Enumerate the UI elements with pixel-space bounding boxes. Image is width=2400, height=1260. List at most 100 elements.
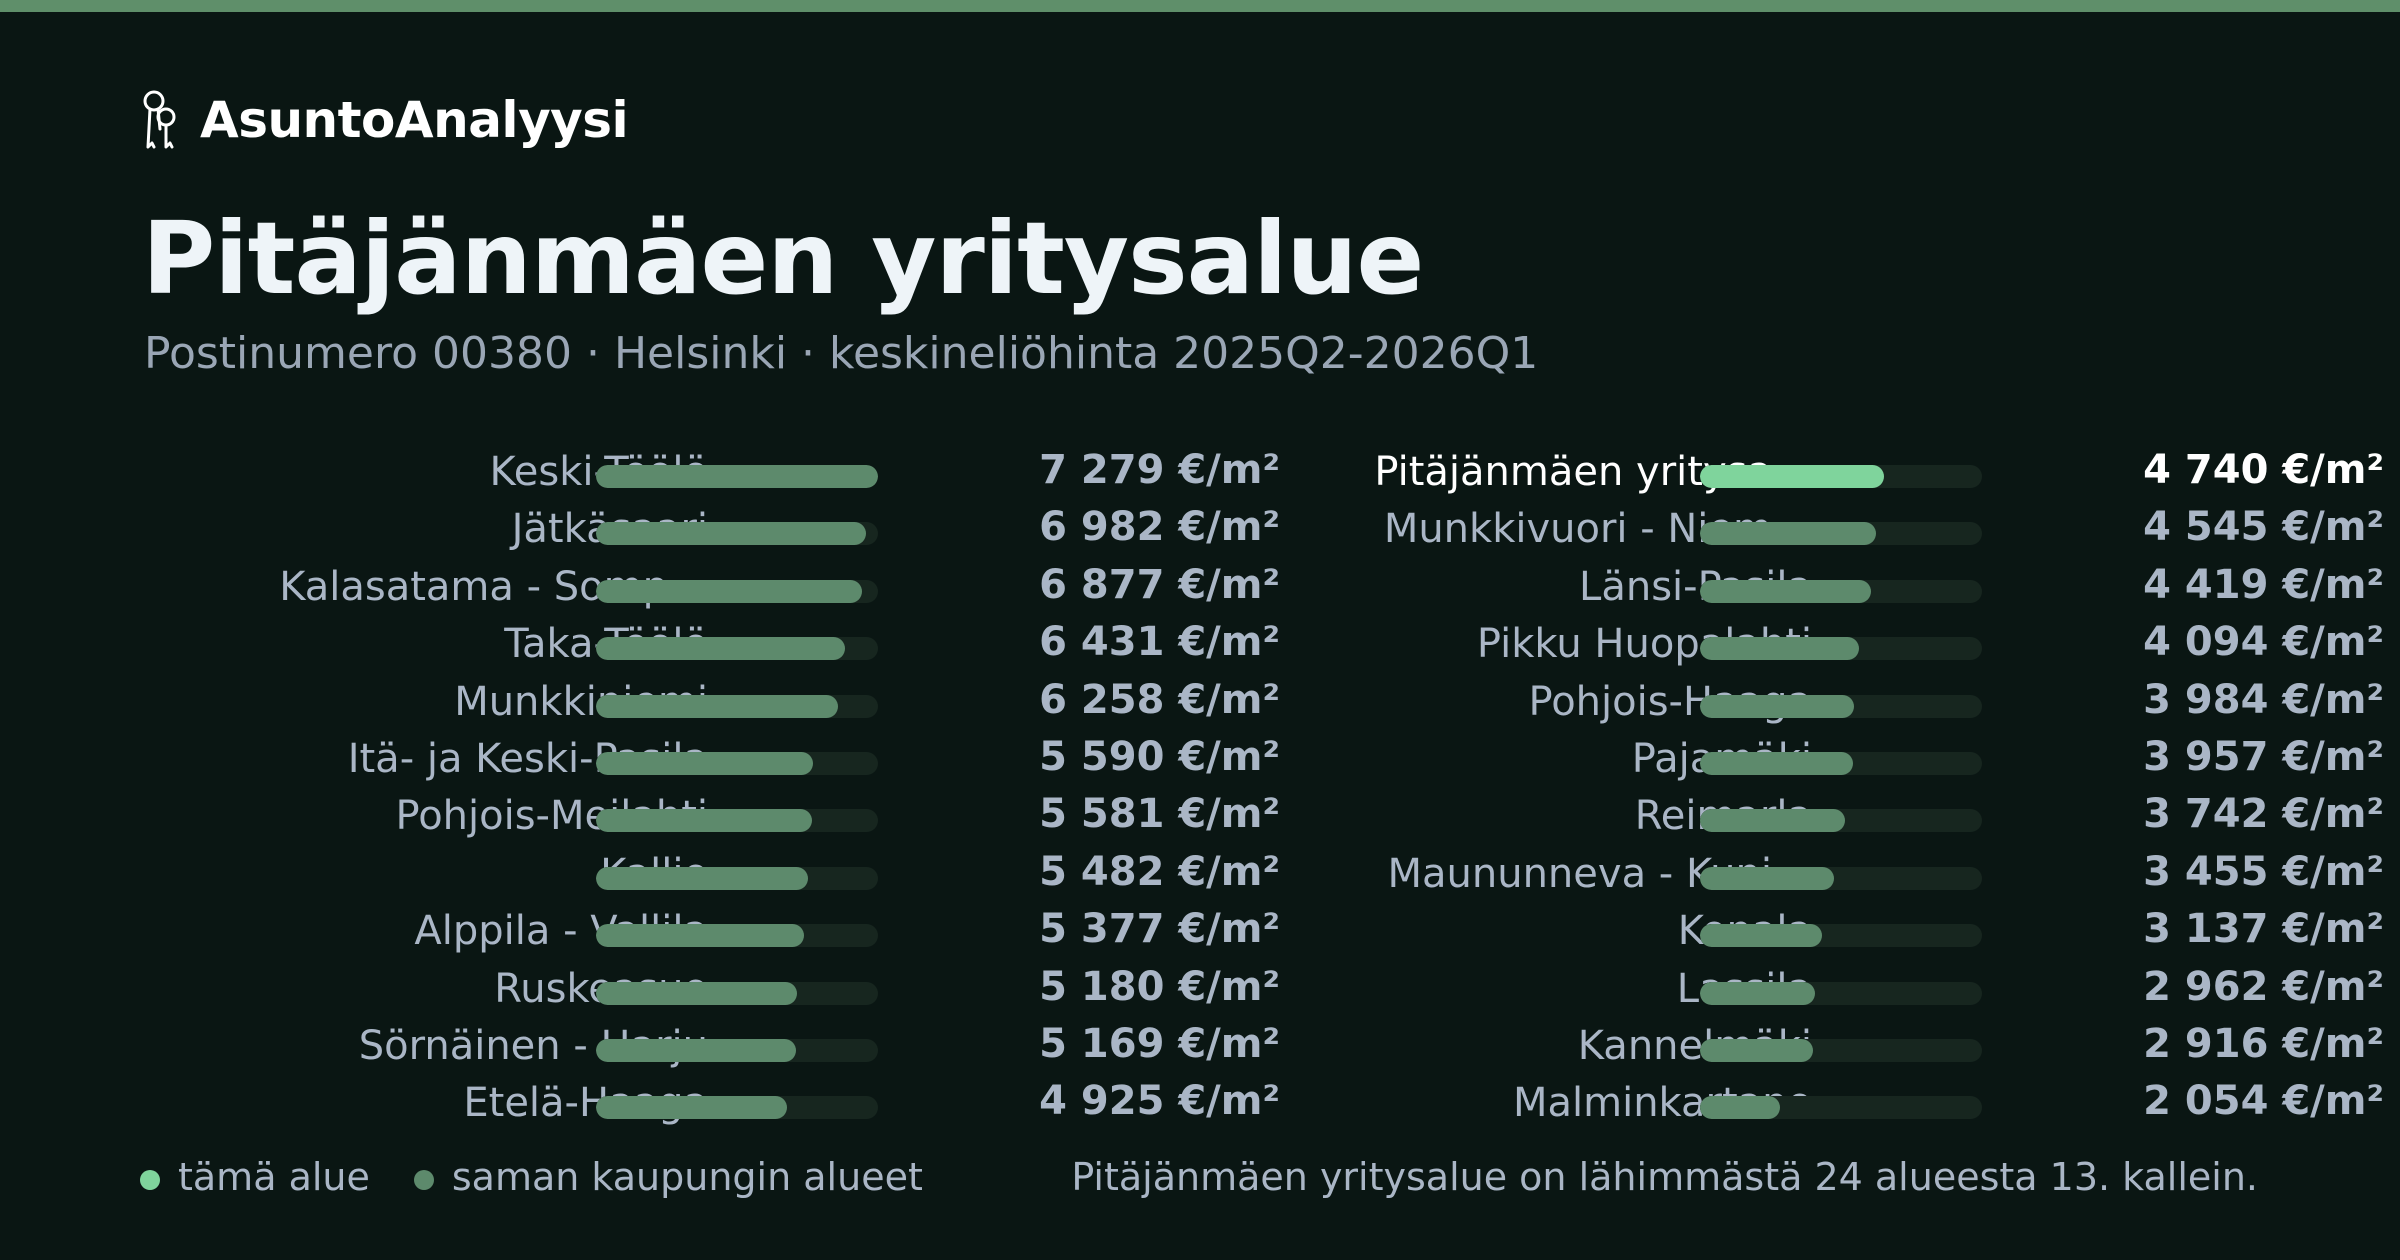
bar-value-label: 7 279 €/m² xyxy=(1039,447,1280,493)
bar-value-label: 4 545 €/m² xyxy=(2143,504,2384,551)
bar-track xyxy=(596,751,878,775)
bar xyxy=(596,1096,787,1120)
top-accent-bar xyxy=(0,0,2400,12)
bar-row: Kannelmäki 2 916 €/m² xyxy=(1244,1019,2384,1076)
page-subtitle: Postinumero 00380 · Helsinki · keskineli… xyxy=(144,328,1539,379)
bar xyxy=(1700,522,1877,546)
legend-dot-other-areas xyxy=(413,1170,434,1190)
rank-note: Pitäjänmäen yritysalue on lähimmästä 24 … xyxy=(1071,1155,2258,1199)
legend-dot-this-area xyxy=(140,1170,160,1190)
bar-track xyxy=(596,809,878,833)
bar-value-label: 6 877 €/m² xyxy=(1039,561,1280,608)
bar-track xyxy=(596,465,878,488)
brand: AsuntoAnalyysi xyxy=(140,88,629,152)
bar-value-label: 4 094 €/m² xyxy=(2143,619,2384,666)
bar xyxy=(596,522,867,546)
bar xyxy=(1700,1096,1780,1120)
bar xyxy=(596,809,813,833)
bar-track xyxy=(1700,809,1982,833)
bar-row: Jätkäsaari6 982 €/m² xyxy=(140,502,1280,559)
bar-track xyxy=(596,522,878,546)
bar-row: Munkkivuori - Niem… 4 545 €/m² xyxy=(1244,502,2384,559)
bar-row: Pohjois-Meilahti 5 581 €/m² xyxy=(140,789,1281,846)
keys-icon xyxy=(143,90,176,149)
bar-value-label: 6 982 €/m² xyxy=(1039,504,1280,551)
bar-value-label: 5 169 €/m² xyxy=(1039,1020,1280,1067)
bar-track xyxy=(1700,637,1982,661)
bar xyxy=(596,465,878,488)
bar-row: Pikku Huopalahti 4 094 €/m² xyxy=(1244,617,2384,674)
page-title: Pitäjänmäen yritysalue xyxy=(142,200,1424,317)
bar-track xyxy=(596,1096,878,1120)
bar-value-label: 4 419 €/m² xyxy=(2143,561,2384,608)
bar xyxy=(596,866,809,890)
bar-row: Alppila - Vallila 5 377 €/m² xyxy=(140,904,1280,961)
bar-track xyxy=(596,579,878,603)
bar xyxy=(1700,809,1845,833)
bar xyxy=(1700,579,1872,603)
bar-track xyxy=(1700,866,1982,890)
bar-value-label: 2 962 €/m² xyxy=(2143,963,2384,1010)
bar-row: Ruskeasuo5 180 €/m² xyxy=(140,962,1280,1019)
bar-row: Keski-Töölö7 279 €/m² xyxy=(140,445,1280,502)
bar-track xyxy=(596,924,878,948)
bar-value-label: 4 925 €/m² xyxy=(1039,1078,1280,1125)
bar-track xyxy=(1700,522,1982,546)
bar-track xyxy=(1700,465,1982,488)
bar-value-label: 3 137 €/m² xyxy=(2143,906,2384,953)
bar-value-label: 5 377 €/m² xyxy=(1039,906,1280,953)
bar-track xyxy=(596,694,878,718)
bar-value-label: 5 180 €/m² xyxy=(1039,963,1280,1010)
legend-item-this-area: tämä alue xyxy=(140,1155,370,1199)
bar xyxy=(1700,924,1822,948)
bar xyxy=(596,924,805,948)
bar-row: Sörnäinen - Harju 5 169 €/m² xyxy=(140,1019,1280,1076)
bar xyxy=(596,981,797,1005)
bar xyxy=(596,1038,797,1062)
bar-track xyxy=(1700,751,1982,775)
bar-value-label: 4 740 €/m² xyxy=(2143,447,2384,493)
bar-track xyxy=(1700,694,1982,718)
bar-row: Maununneva - Kuni… 3 455 €/m² xyxy=(1244,847,2385,904)
bar-value-label: 3 957 €/m² xyxy=(2143,733,2384,780)
bar xyxy=(1700,751,1854,775)
bar-value-label: 6 431 €/m² xyxy=(1039,619,1280,666)
bar-value-label: 5 482 €/m² xyxy=(1039,848,1280,895)
legend-label-other-areas: saman kaupungin alueet xyxy=(451,1155,923,1199)
chart-column-right: Pitäjänmäen yritysa… 4 740 €/m² Munkkivuor… xyxy=(1244,445,2384,1134)
bar-value-label: 2 916 €/m² xyxy=(2143,1020,2384,1067)
bar-this-area xyxy=(1700,465,1884,488)
chart-column-left: Keski-Töölö7 279 €/m²Jätkäsaari6 982 €/m… xyxy=(140,445,1280,1134)
bar xyxy=(596,751,813,775)
bar-track xyxy=(596,1038,878,1062)
brand-name: AsuntoAnalyysi xyxy=(200,91,629,149)
bar xyxy=(1700,1038,1813,1062)
bar xyxy=(1700,694,1855,718)
bar-row: Pitäjänmäen yritysa… 4 740 €/m² xyxy=(1244,445,2384,502)
bar-row: Länsi-Pasila 4 419 €/m² xyxy=(1244,560,2384,617)
bar-track xyxy=(596,981,878,1005)
bar-row: Reimarla3 742 €/m² xyxy=(1244,789,2384,846)
bar-track xyxy=(596,637,878,661)
bar-row: Kallio5 482 €/m² xyxy=(140,847,1280,904)
bar-row: Pajamäki3 957 €/m² xyxy=(1244,732,2384,789)
bar-row: Konala3 137 €/m² xyxy=(1244,904,2384,961)
bar-row: Munkkiniemi 6 258 €/m² xyxy=(140,675,1280,732)
bar xyxy=(596,579,863,603)
bar xyxy=(1700,981,1815,1005)
bar xyxy=(1700,637,1859,661)
bar xyxy=(1700,866,1834,890)
bar-row: Malminkartano 2 054 €/m² xyxy=(1244,1076,2384,1133)
bar-track xyxy=(1700,1038,1982,1062)
bar-track xyxy=(1700,1096,1982,1120)
bar-value-label: 5 590 €/m² xyxy=(1039,733,1280,780)
bar-track xyxy=(1700,924,1982,948)
bar-value-label: 3 455 €/m² xyxy=(2143,848,2384,895)
bar-value-label: 3 984 €/m² xyxy=(2143,676,2384,723)
bar xyxy=(596,694,839,718)
legend-label-this-area: tämä alue xyxy=(178,1155,370,1199)
bar-row: Etelä-Haaga 4 925 €/m² xyxy=(140,1076,1280,1133)
legend: tämä alue saman kaupungin alueet xyxy=(140,1152,967,1202)
bar-value-label: 2 054 €/m² xyxy=(2143,1078,2384,1125)
bar xyxy=(596,637,846,661)
